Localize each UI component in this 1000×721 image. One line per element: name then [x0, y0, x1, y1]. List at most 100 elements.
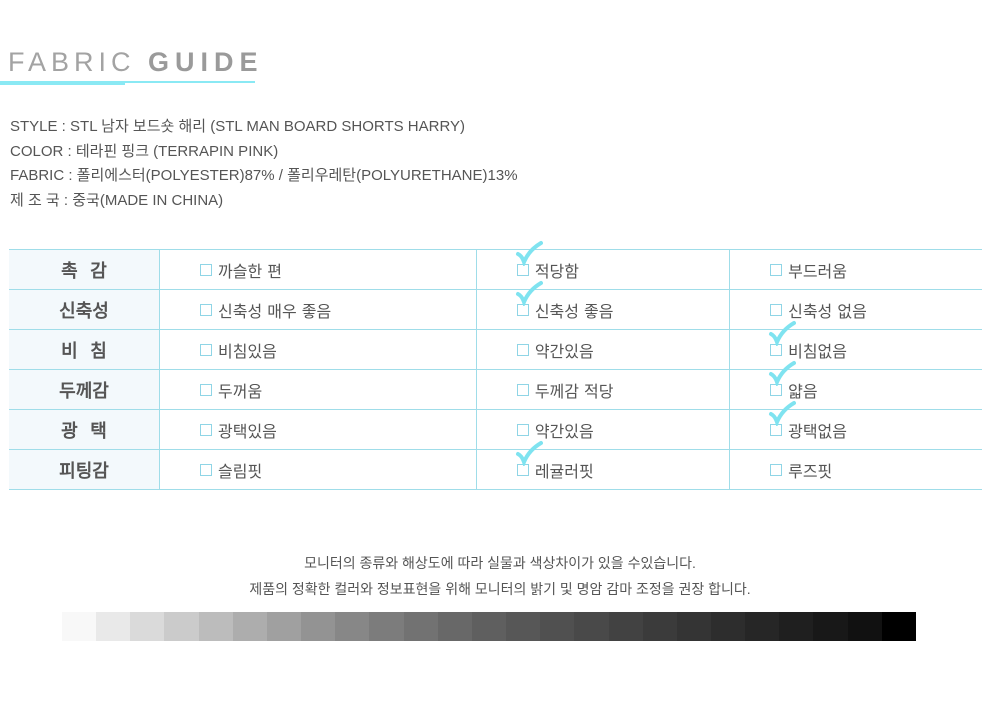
option-checkbox[interactable]: 두께감 적당 — [516, 378, 614, 402]
checkmark-icon — [769, 360, 797, 386]
fabric-guide-table: 촉 감 까슬한 편 적당함 부드러움 신축성 신축성 매우 좋음 신축성 좋음 신축성 없음 비… — [9, 240, 982, 490]
grayscale-step — [471, 612, 507, 641]
title-underline-accent — [0, 81, 125, 85]
option-label: 레귤러핏 — [534, 461, 594, 481]
info-style: STYLE : STL 남자 보드숏 해리 (STL MAN BOARD SHO… — [10, 118, 466, 135]
table-row: 피팅감 슬림핏 레귤러핏 루즈핏 — [9, 440, 982, 490]
row-label: 두께감 — [9, 369, 160, 410]
checkbox-icon[interactable] — [200, 303, 212, 316]
row-label: 비 침 — [9, 329, 160, 370]
grayscale-step — [198, 612, 233, 641]
option-checkbox[interactable]: 광택있음 — [200, 418, 277, 442]
title-light: FABRIC — [8, 47, 136, 77]
checkmark-icon — [515, 240, 543, 266]
grayscale-step — [881, 612, 916, 641]
option-label: 슬림핏 — [218, 461, 263, 481]
page-title: FABRIC GUIDE — [8, 46, 264, 78]
option-label: 얇음 — [788, 381, 818, 401]
option-checkbox[interactable]: 까슬한 편 — [200, 258, 282, 282]
checkbox-icon[interactable] — [200, 463, 212, 476]
table-row: 광 택 광택있음 약간있음 광택없음 — [9, 400, 982, 450]
option-checkbox[interactable]: 레귤러핏 — [515, 440, 594, 482]
row-label: 촉 감 — [9, 249, 160, 290]
checkbox-icon[interactable] — [516, 343, 529, 356]
option-checkbox[interactable]: 신축성 없음 — [770, 298, 867, 322]
option-checkbox[interactable]: 슬림핏 — [200, 458, 262, 482]
checkbox-icon[interactable] — [200, 383, 212, 396]
option-checkbox[interactable]: 신축성 좋음 — [515, 280, 614, 322]
option-label: 광택있음 — [218, 421, 277, 441]
option-label: 루즈핏 — [788, 461, 833, 481]
info-color: COLOR : 테라핀 핑크 (TERRAPIN PINK) — [10, 142, 279, 160]
option-checkbox[interactable]: 두꺼움 — [200, 378, 262, 402]
info-fabric: FABRIC : 폴리에스터(POLYESTER)87% / 폴리우레탄(POL… — [10, 167, 518, 184]
checkbox-icon[interactable] — [200, 263, 212, 276]
checkmark-icon — [515, 440, 543, 466]
grayscale-step — [266, 612, 302, 641]
grayscale-step — [574, 612, 609, 641]
grayscale-step — [779, 612, 814, 641]
grayscale-step — [813, 612, 848, 641]
grayscale-step — [506, 612, 541, 641]
grayscale-step — [710, 612, 746, 641]
checkmark-icon — [769, 400, 797, 426]
row-label: 광 택 — [9, 409, 160, 450]
product-info: STYLE : STL 남자 보드숏 해리 (STL MAN BOARD SHO… — [10, 115, 518, 213]
option-checkbox[interactable]: 얇음 — [769, 360, 818, 402]
option-label: 광택없음 — [788, 421, 847, 441]
option-checkbox[interactable]: 적당함 — [515, 240, 579, 282]
grayscale-step — [403, 612, 438, 641]
option-checkbox[interactable]: 신축성 매우 좋음 — [200, 298, 331, 322]
option-label: 적당함 — [534, 261, 579, 281]
checkbox-icon[interactable] — [200, 343, 212, 356]
option-label: 까슬한 편 — [218, 261, 282, 281]
option-label: 신축성 매우 좋음 — [218, 301, 332, 321]
option-label: 두께감 적당 — [534, 381, 614, 401]
info-origin: 제 조 국 : 중국(MADE IN CHINA) — [10, 191, 224, 209]
option-checkbox[interactable]: 약간있음 — [516, 418, 594, 442]
monitor-note-1: 모니터의 종류와 해상도에 따라 실물과 색상차이가 있을 수있습니다. — [304, 555, 696, 571]
grayscale-step — [608, 612, 643, 641]
checkmark-icon — [515, 280, 543, 306]
option-checkbox[interactable]: 루즈핏 — [770, 458, 832, 482]
title-underline — [0, 81, 255, 83]
checkmark-icon — [769, 320, 797, 346]
option-checkbox[interactable]: 부드러움 — [770, 258, 847, 282]
option-label: 두꺼움 — [218, 381, 263, 401]
checkbox-icon[interactable] — [770, 263, 783, 276]
option-label: 약간있음 — [534, 341, 594, 361]
table-row: 신축성 신축성 매우 좋음 신축성 좋음 신축성 없음 — [9, 280, 982, 330]
checkbox-icon[interactable] — [200, 423, 212, 436]
grayscale-step — [642, 612, 677, 641]
checkbox-icon[interactable] — [770, 463, 783, 476]
grayscale-step — [676, 612, 711, 641]
option-label: 부드러움 — [788, 261, 847, 281]
checkbox-icon[interactable] — [516, 383, 529, 396]
option-label: 약간있음 — [534, 421, 594, 441]
table-row: 비 침 비침있음 약간있음 비침없음 — [9, 320, 982, 370]
option-checkbox[interactable]: 약간있음 — [516, 338, 594, 362]
option-checkbox[interactable]: 광택없음 — [769, 400, 847, 442]
title-bold: GUIDE — [148, 47, 264, 77]
option-label: 신축성 없음 — [788, 301, 867, 321]
grayscale-step — [540, 612, 575, 641]
grayscale-bar — [62, 612, 916, 641]
grayscale-step — [164, 612, 199, 641]
grayscale-step — [130, 612, 165, 641]
grayscale-step — [96, 612, 131, 641]
option-label: 비침없음 — [788, 341, 847, 361]
table-row: 촉 감 까슬한 편 적당함 부드러움 — [9, 240, 982, 290]
option-checkbox[interactable]: 비침없음 — [769, 320, 847, 362]
checkbox-icon[interactable] — [516, 423, 529, 436]
option-label: 비침있음 — [218, 341, 277, 361]
row-label: 신축성 — [9, 289, 160, 330]
grayscale-step — [232, 612, 267, 641]
grayscale-step — [62, 612, 97, 641]
checkbox-icon[interactable] — [770, 303, 783, 316]
row-label: 피팅감 — [9, 449, 160, 490]
grayscale-step — [437, 612, 472, 641]
grayscale-step — [847, 612, 882, 641]
grayscale-step — [369, 612, 404, 641]
option-checkbox[interactable]: 비침있음 — [200, 338, 277, 362]
grayscale-step — [335, 612, 370, 641]
